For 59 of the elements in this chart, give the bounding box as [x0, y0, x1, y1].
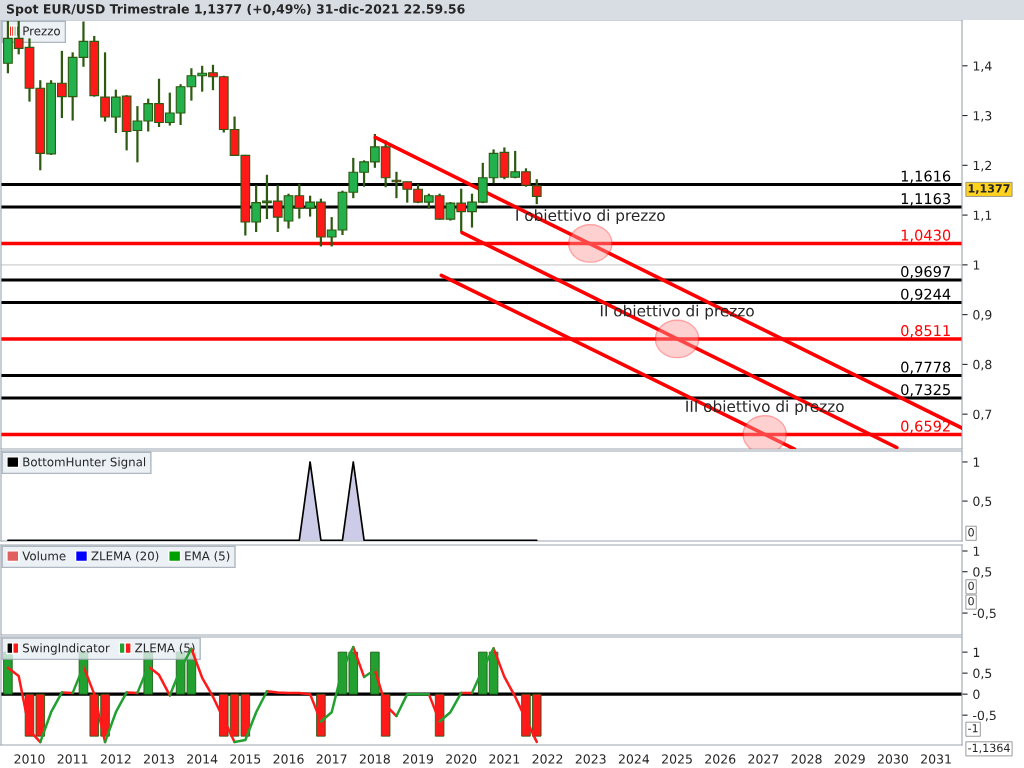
chart-title: Spot EUR/USD Trimestrale 1,1377 (+0,49%) 31-dic-2021 22.59.56 — [6, 3, 465, 17]
y-tick-label: 0,5 — [973, 496, 992, 508]
legend-label: Volume — [22, 551, 66, 561]
y-tick-label: 0,9 — [973, 310, 992, 321]
legend-label: Prezzo — [23, 26, 60, 36]
y-tick-label: 0,8 — [973, 359, 992, 371]
y-tick-label: 0,5 — [973, 567, 992, 578]
ref-line-label: 0,9697 — [901, 266, 950, 279]
x-tick-label: 2015 — [230, 754, 261, 764]
x-tick-label: 2020 — [446, 754, 477, 764]
ref-line-label: 0,7325 — [901, 384, 950, 397]
x-tick-label: 2013 — [144, 754, 174, 764]
y-tick-label: 1 — [973, 647, 980, 657]
y-tick-label: 1,2 — [973, 160, 992, 172]
text: -1 — [968, 724, 978, 733]
legend-label: ZLEMA (20) — [91, 551, 159, 562]
ref-line-label: 1,1163 — [901, 193, 951, 206]
x-tick-label: 2023 — [575, 754, 606, 764]
x-tick-label: 2021 — [489, 754, 520, 764]
x-tick-label: 2031 — [921, 754, 951, 764]
y-tick-label: 0 — [973, 689, 980, 700]
x-tick-label: 2025 — [662, 754, 692, 764]
text: -1,1364 — [968, 743, 1010, 754]
x-tick-label: 2018 — [359, 754, 390, 764]
ref-line-label: 1,1616 — [901, 170, 951, 184]
y-tick-label: 1 — [973, 260, 980, 270]
y-tick-label: 1,3 — [973, 111, 992, 122]
x-tick-label: 2016 — [273, 754, 304, 764]
y-tick-label: 0,5 — [973, 668, 992, 680]
legend-label: ZLEMA (5) — [135, 643, 195, 654]
x-tick-label: 2028 — [791, 754, 822, 764]
x-tick-label: 2027 — [748, 754, 779, 764]
y-tick-label: 1 — [973, 457, 980, 467]
x-tick-label: 2029 — [834, 754, 865, 764]
x-tick-label: 2011 — [57, 754, 88, 764]
ref-line-label: 1,0430 — [901, 229, 951, 243]
x-tick-label: 2019 — [403, 754, 434, 764]
legend-label: BottomHunter Signal — [23, 457, 146, 469]
ref-line-label: 0,7778 — [901, 361, 951, 375]
ref-line-label: 0,8511 — [901, 325, 950, 338]
x-tick-label: 2030 — [877, 754, 908, 764]
x-tick-label: 2012 — [100, 754, 131, 764]
y-tick-label: -0,5 — [973, 608, 996, 620]
y-tick-label: 1,1 — [973, 210, 992, 222]
legend-label: SwingIndicator — [23, 643, 110, 655]
x-tick-label: 2010 — [14, 754, 45, 764]
x-tick-label: 2024 — [618, 754, 650, 764]
text: 1,1377 — [968, 184, 1010, 195]
x-tick-label: 2014 — [187, 754, 218, 764]
y-tick-label: -0,5 — [973, 710, 996, 722]
ref-line-label: 0,9244 — [901, 288, 951, 302]
y-tick-label: 1,4 — [973, 61, 992, 72]
x-tick-label: 2026 — [705, 754, 736, 764]
y-tick-label: 1 — [973, 546, 980, 556]
x-tick-label: 2017 — [316, 754, 347, 764]
y-tick-label: 0,7 — [973, 409, 992, 421]
legend-label: EMA (5) — [185, 551, 230, 562]
x-tick-label: 2022 — [532, 754, 563, 764]
ref-line-label: 0,6592 — [901, 420, 950, 434]
